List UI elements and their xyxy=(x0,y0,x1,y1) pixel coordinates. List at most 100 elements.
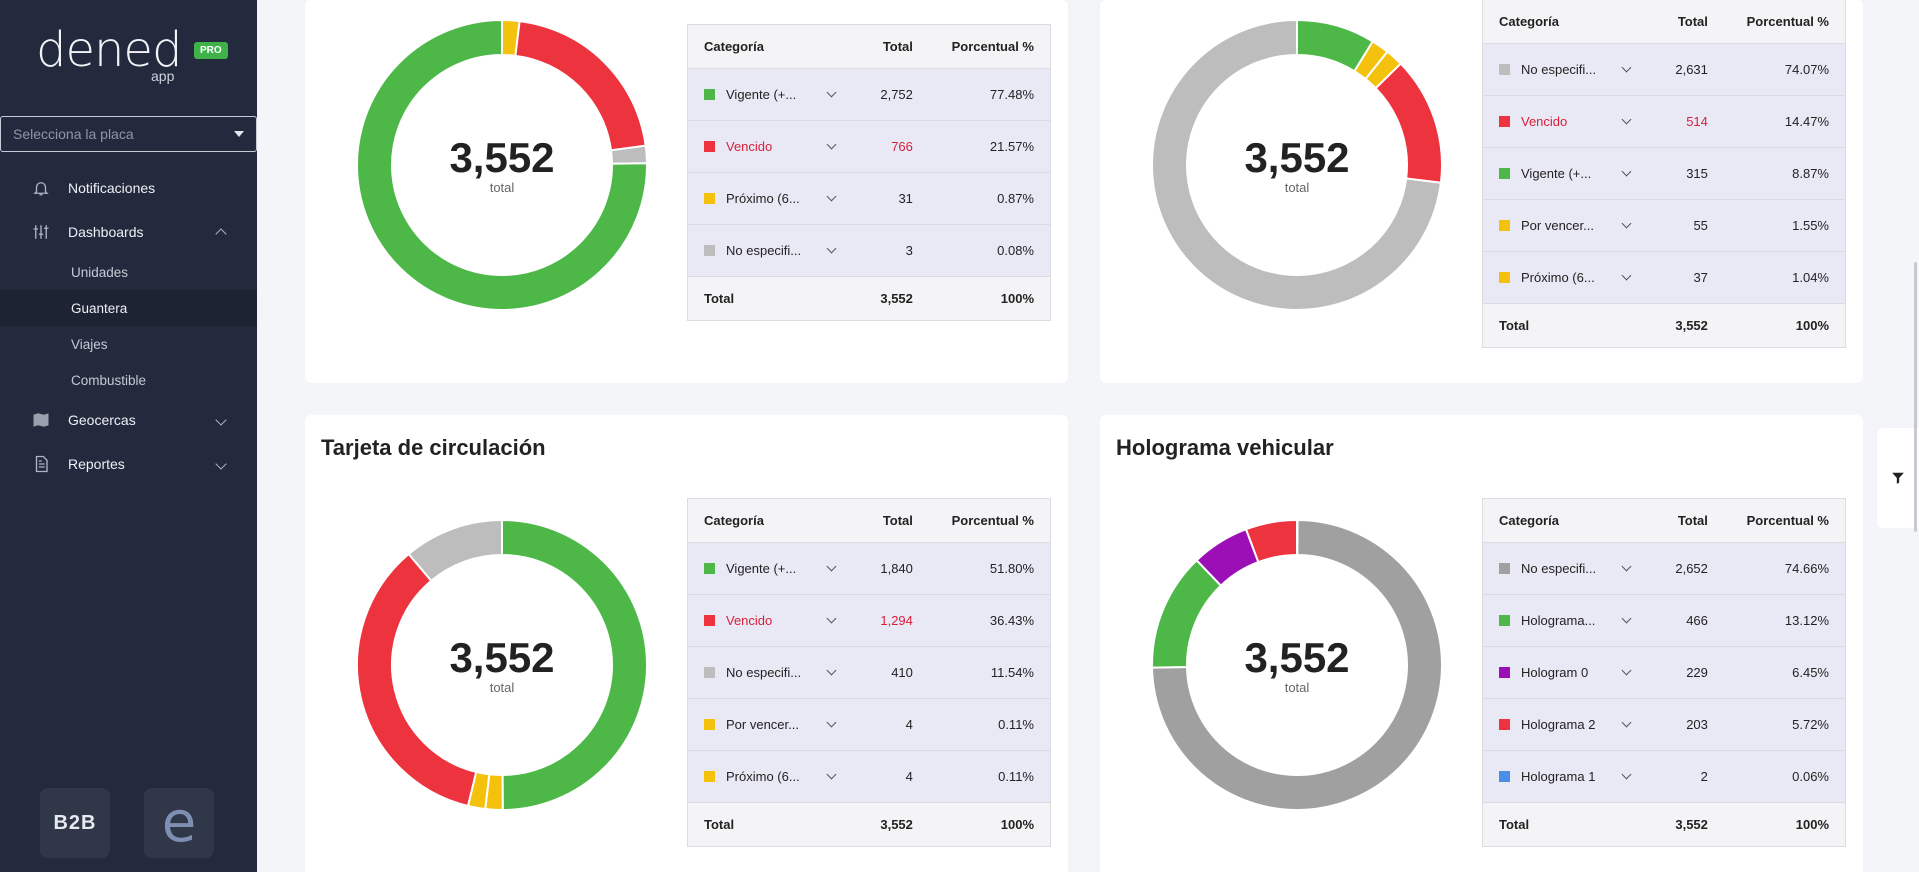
chevron-down-icon[interactable] xyxy=(1621,62,1632,73)
table-row[interactable]: No especifi... 2,652 74.66% xyxy=(1482,542,1846,595)
total-cell: 2 xyxy=(1655,750,1724,803)
table-row[interactable]: Próximo (6... 37 1.04% xyxy=(1482,251,1846,304)
donut-slice[interactable] xyxy=(1374,62,1442,184)
col-header-total[interactable]: Total xyxy=(860,498,929,543)
donut-slice[interactable] xyxy=(1152,20,1442,310)
chevron-down-icon[interactable] xyxy=(1621,270,1632,281)
chevron-down-icon[interactable] xyxy=(1621,218,1632,229)
e-logo: e xyxy=(161,790,197,855)
nav-item-notificaciones[interactable]: Notificaciones xyxy=(0,166,257,210)
table-row[interactable]: Por vencer... 55 1.55% xyxy=(1482,199,1846,252)
table-row[interactable]: Holograma... 466 13.12% xyxy=(1482,594,1846,647)
percent-cell: 74.66% xyxy=(1723,542,1846,595)
chevron-down-icon[interactable] xyxy=(826,769,837,780)
total-value: 3,552 xyxy=(1655,802,1724,847)
table-row[interactable]: Vencido 1,294 36.43% xyxy=(687,594,1051,647)
category-name: No especifi... xyxy=(726,243,802,258)
card-title: Holograma vehicular xyxy=(1116,435,1334,460)
nav-item-dashboards[interactable]: Dashboards xyxy=(0,210,257,254)
chevron-down-icon[interactable] xyxy=(826,561,837,572)
category-name: No especifi... xyxy=(1521,62,1597,77)
table-row[interactable]: Vencido 514 14.47% xyxy=(1482,95,1846,148)
col-header-percent[interactable]: Porcentual % xyxy=(1723,498,1846,543)
chevron-down-icon[interactable] xyxy=(1621,769,1632,780)
col-header-category[interactable]: Categoría xyxy=(1482,498,1656,543)
chevron-down-icon[interactable] xyxy=(1621,166,1632,177)
percent-cell: 13.12% xyxy=(1723,594,1846,647)
main-nav: Notificaciones Dashboards Unidades Guant… xyxy=(0,166,257,486)
donut-slice[interactable] xyxy=(1152,558,1223,669)
b2b-button[interactable]: B2B xyxy=(40,788,110,858)
table-row[interactable]: Vigente (+... 1,840 51.80% xyxy=(687,542,1051,595)
table-row[interactable]: Holograma 1 2 0.06% xyxy=(1482,750,1846,803)
category-name: Vigente (+... xyxy=(1521,166,1592,181)
table-row[interactable]: Vencido 766 21.57% xyxy=(687,120,1051,173)
donut-slice[interactable] xyxy=(1244,520,1298,564)
table-row[interactable]: Próximo (6... 31 0.87% xyxy=(687,172,1051,225)
donut-slice[interactable] xyxy=(1152,520,1442,810)
nav-item-reportes[interactable]: Reportes xyxy=(0,442,257,486)
col-header-total[interactable]: Total xyxy=(860,24,929,69)
plate-select[interactable]: Selecciona la placa xyxy=(0,116,257,152)
chevron-down-icon[interactable] xyxy=(1621,613,1632,624)
total-label: Total xyxy=(687,802,861,847)
total-cell: 1,840 xyxy=(860,542,929,595)
table-row[interactable]: Holograma 2 203 5.72% xyxy=(1482,698,1846,751)
col-header-total[interactable]: Total xyxy=(1655,498,1724,543)
category-name: Holograma 2 xyxy=(1521,717,1596,732)
percent-cell: 0.11% xyxy=(928,750,1051,803)
table-header-row: Categoría Total Porcentual % xyxy=(1482,498,1846,543)
donut-slice[interactable] xyxy=(501,520,647,810)
chevron-down-icon[interactable] xyxy=(1621,717,1632,728)
donut-slice[interactable] xyxy=(514,20,647,152)
page-scrollbar[interactable] xyxy=(1914,262,1917,532)
table-row[interactable]: No especifi... 2,631 74.07% xyxy=(1482,43,1846,96)
sub-item-unidades[interactable]: Unidades xyxy=(71,264,129,280)
total-cell: 1,294 xyxy=(860,594,929,647)
table-row[interactable]: No especifi... 3 0.08% xyxy=(687,224,1051,277)
table-row[interactable]: Próximo (6... 4 0.11% xyxy=(687,750,1051,803)
col-header-total[interactable]: Total xyxy=(1655,0,1724,44)
percent-cell: 8.87% xyxy=(1723,147,1846,200)
donut-slice[interactable] xyxy=(407,520,503,583)
table-total-row: Total 3,552 100% xyxy=(1482,802,1846,847)
col-header-category[interactable]: Categoría xyxy=(687,498,861,543)
chevron-down-icon[interactable] xyxy=(826,87,837,98)
table-row[interactable]: Vigente (+... 2,752 77.48% xyxy=(687,68,1051,121)
legend-swatch xyxy=(1499,168,1510,179)
sub-item-guantera[interactable]: Guantera xyxy=(0,290,257,326)
chevron-down-icon[interactable] xyxy=(826,613,837,624)
table-row[interactable]: Hologram 0 229 6.45% xyxy=(1482,646,1846,699)
donut-slice[interactable] xyxy=(357,20,647,310)
col-header-category[interactable]: Categoría xyxy=(687,24,861,69)
total-cell: 4 xyxy=(860,698,929,751)
table-header-row: Categoría Total Porcentual % xyxy=(687,498,1051,543)
chevron-down-icon[interactable] xyxy=(826,139,837,150)
total-percent: 100% xyxy=(1723,802,1846,847)
col-header-category[interactable]: Categoría xyxy=(1482,0,1656,44)
chevron-down-icon[interactable] xyxy=(1621,665,1632,676)
chevron-down-icon[interactable] xyxy=(826,665,837,676)
e-app-button[interactable]: e xyxy=(144,788,214,858)
filter-button[interactable] xyxy=(1877,428,1919,528)
donut-chart-4 xyxy=(1152,520,1442,810)
nav-item-geocercas[interactable]: Geocercas xyxy=(0,398,257,442)
sub-item-combustible[interactable]: Combustible xyxy=(71,372,147,388)
chevron-down-icon[interactable] xyxy=(826,243,837,254)
percent-cell: 0.87% xyxy=(928,172,1051,225)
chevron-down-icon[interactable] xyxy=(826,191,837,202)
chevron-down-icon[interactable] xyxy=(1621,561,1632,572)
caret-down-icon xyxy=(234,131,244,137)
table-row[interactable]: Vigente (+... 315 8.87% xyxy=(1482,147,1846,200)
table-row[interactable]: Por vencer... 4 0.11% xyxy=(687,698,1051,751)
chevron-down-icon[interactable] xyxy=(826,717,837,728)
donut-slice[interactable] xyxy=(357,552,478,808)
category-cell: Holograma... xyxy=(1482,594,1656,647)
chevron-down-icon[interactable] xyxy=(1621,114,1632,125)
sub-item-viajes[interactable]: Viajes xyxy=(71,336,108,352)
col-header-percent[interactable]: Porcentual % xyxy=(928,498,1051,543)
table-row[interactable]: No especifi... 410 11.54% xyxy=(687,646,1051,699)
app-logo[interactable]: dened app PRO xyxy=(36,26,236,84)
col-header-percent[interactable]: Porcentual % xyxy=(928,24,1051,69)
col-header-percent[interactable]: Porcentual % xyxy=(1723,0,1846,44)
